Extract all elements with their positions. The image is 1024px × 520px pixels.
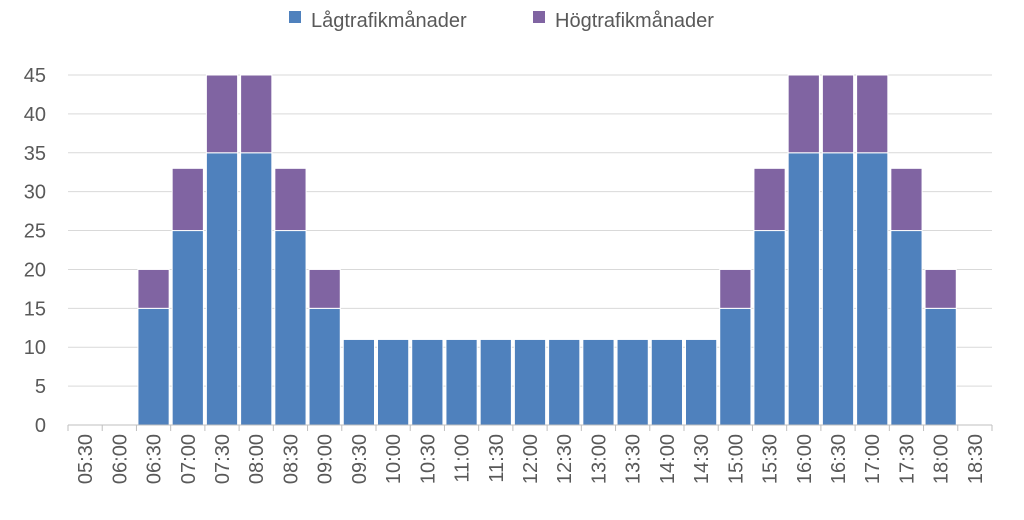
bar-lagtrafik-1300 — [582, 338, 615, 426]
x-axis: 05:30 06:00 06:30 07:00 07:30 08:00 08:30 09:00… — [67, 424, 993, 484]
x-tick-label: 06:00 — [109, 434, 131, 484]
y-tick-label: 25 — [24, 221, 46, 243]
y-tick-label: 40 — [24, 104, 46, 126]
x-tick-label: 06:30 — [144, 434, 166, 484]
bar-lagtrafik-1000 — [377, 338, 410, 426]
y-tick-label: 45 — [24, 65, 46, 87]
x-tick-label: 15:00 — [725, 434, 747, 484]
x-tick-label: 11:30 — [486, 434, 508, 483]
bar-lagtrafik-1730 — [890, 230, 923, 426]
bar-lagtrafik-0630 — [137, 307, 170, 426]
bar-lagtrafik-0730 — [205, 152, 239, 426]
bar-lagtrafik-1600 — [787, 152, 820, 426]
bar-hogtrafik-1600 — [787, 74, 820, 154]
x-tick-label: 09:00 — [315, 434, 337, 484]
bar-lagtrafik-1400 — [650, 338, 683, 426]
x-tick-label: 10:00 — [383, 434, 405, 484]
bar-lagtrafik-1230 — [548, 338, 581, 426]
x-tick-label: 08:30 — [280, 434, 302, 484]
legend-label-lagtrafik: Lågtrafikmånader — [311, 10, 467, 32]
bar-hogtrafik-0700 — [171, 167, 204, 232]
x-tick-label: 11:00 — [452, 434, 474, 483]
x-tick-label: 09:30 — [349, 434, 371, 484]
bar-lagtrafik-0930 — [342, 338, 375, 426]
bar-lagtrafik-1100 — [445, 338, 478, 426]
bar-lagtrafik-1700 — [856, 152, 889, 426]
x-tick-label: 16:00 — [794, 434, 816, 484]
y-tick-label: 30 — [24, 182, 46, 204]
bar-hogtrafik-1530 — [753, 167, 786, 232]
y-tick-label: 15 — [24, 298, 46, 320]
x-tick-label: 07:30 — [212, 434, 234, 484]
x-tick-label: 14:30 — [691, 434, 713, 484]
bar-hogtrafik-0830 — [274, 167, 307, 232]
y-tick-label: 20 — [24, 259, 46, 281]
bar-lagtrafik-1500 — [719, 307, 752, 426]
x-tick-label: 17:00 — [862, 434, 884, 484]
bars — [137, 74, 957, 426]
legend-label-hogtrafik: Högtrafikmånader — [555, 10, 714, 32]
legend-swatch-lagtrafik — [289, 11, 301, 23]
legend-swatch-hogtrafik — [533, 11, 545, 23]
x-tick-label: 14:00 — [657, 434, 679, 484]
x-tick-label: 18:30 — [965, 434, 987, 484]
y-tick-label: 5 — [35, 376, 46, 398]
bar-lagtrafik-1200 — [513, 338, 547, 426]
bar-hogtrafik-1500 — [719, 268, 752, 309]
y-tick-label: 10 — [24, 337, 46, 359]
x-tick-label: 18:00 — [931, 434, 953, 484]
x-tick-label: 12:30 — [554, 434, 576, 484]
y-tick-label: 0 — [35, 415, 46, 437]
bar-lagtrafik-1030 — [411, 338, 444, 426]
bar-lagtrafik-1630 — [821, 152, 855, 426]
bar-lagtrafik-0900 — [308, 307, 341, 426]
bar-lagtrafik-0700 — [171, 230, 204, 426]
bar-hogtrafik-0800 — [240, 74, 273, 154]
bar-lagtrafik-1330 — [616, 338, 649, 426]
x-tick-label: 16:30 — [828, 434, 850, 484]
x-tick-label: 13:30 — [623, 434, 645, 484]
bar-hogtrafik-0630 — [137, 268, 170, 309]
y-axis: 0 5 10 15 20 25 30 35 40 45 — [24, 65, 46, 437]
x-tick-label: 13:00 — [588, 434, 610, 484]
y-tick-label: 35 — [24, 143, 46, 165]
bar-hogtrafik-1800 — [924, 268, 957, 309]
bar-hogtrafik-1700 — [856, 74, 889, 154]
bar-lagtrafik-1530 — [753, 230, 786, 426]
x-tick-label: 07:00 — [178, 434, 200, 484]
bar-lagtrafik-1430 — [685, 338, 718, 426]
x-tick-label: 17:30 — [896, 434, 918, 484]
legend: Lågtrafikmånader Högtrafikmånader — [289, 10, 714, 32]
x-tick-label: 12:00 — [520, 434, 542, 484]
bar-lagtrafik-0800 — [240, 152, 273, 426]
bar-hogtrafik-0900 — [308, 268, 341, 309]
bar-lagtrafik-0830 — [274, 230, 307, 426]
x-tick-label: 05:30 — [75, 434, 97, 484]
bar-hogtrafik-0730 — [205, 74, 239, 154]
x-tick-label: 10:30 — [417, 434, 439, 484]
x-tick-label: 08:00 — [246, 434, 268, 484]
x-tick-label: 15:30 — [760, 434, 782, 484]
bar-lagtrafik-1800 — [924, 307, 957, 426]
bar-lagtrafik-1130 — [479, 338, 512, 426]
bar-hogtrafik-1630 — [821, 74, 855, 154]
bar-hogtrafik-1730 — [890, 167, 923, 232]
